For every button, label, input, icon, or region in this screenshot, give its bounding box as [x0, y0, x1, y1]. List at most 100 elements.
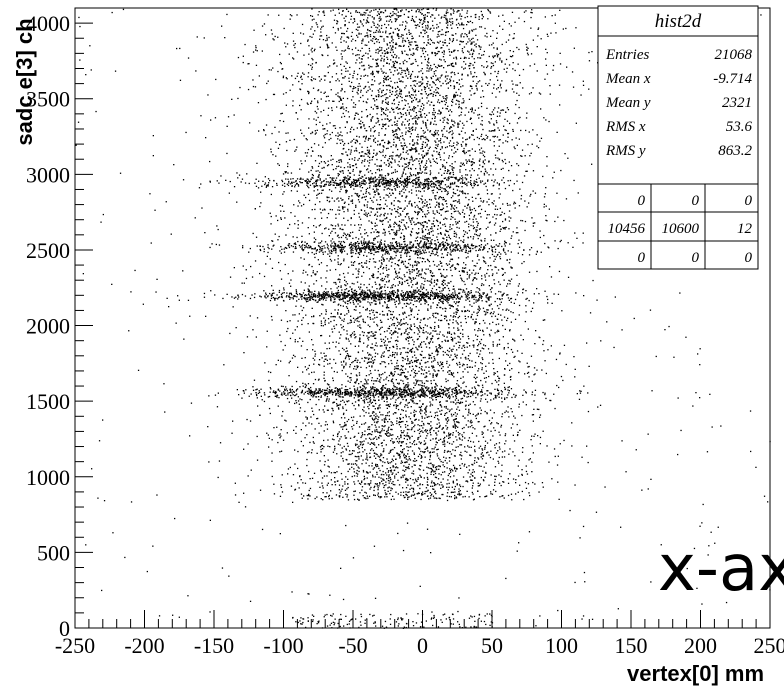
- data-point: [300, 32, 302, 34]
- data-point: [438, 426, 440, 429]
- data-point: [432, 298, 435, 300]
- data-point: [474, 92, 476, 94]
- data-point: [426, 102, 428, 104]
- data-point: [402, 137, 404, 140]
- data-point: [343, 167, 346, 169]
- data-point: [503, 279, 505, 281]
- data-point: [437, 130, 439, 132]
- data-point: [414, 424, 416, 426]
- data-point: [346, 238, 348, 240]
- data-point: [565, 27, 567, 30]
- data-point: [328, 46, 330, 49]
- data-point: [318, 263, 320, 266]
- data-point: [473, 75, 475, 78]
- data-point: [362, 471, 365, 473]
- data-point: [386, 401, 388, 403]
- data-point: [337, 21, 339, 23]
- data-point: [457, 426, 459, 428]
- data-point: [460, 444, 463, 446]
- data-point: [524, 155, 526, 157]
- data-point: [474, 321, 476, 323]
- data-point: [338, 303, 340, 305]
- data-point: [430, 462, 432, 464]
- data-point: [405, 266, 407, 269]
- data-point: [386, 493, 388, 495]
- data-point: [425, 431, 427, 433]
- data-point: [453, 72, 455, 74]
- data-point: [418, 345, 420, 347]
- data-point: [516, 274, 518, 276]
- data-point: [419, 484, 421, 486]
- data-point: [395, 473, 397, 475]
- data-point: [416, 150, 418, 152]
- data-point: [414, 96, 416, 99]
- data-point: [428, 342, 430, 345]
- data-point: [436, 374, 438, 376]
- data-point: [446, 206, 448, 208]
- data-point: [473, 169, 475, 172]
- data-point: [394, 257, 396, 259]
- data-point: [369, 138, 371, 140]
- data-point: [406, 61, 408, 63]
- data-point: [311, 209, 313, 211]
- data-point: [364, 378, 366, 380]
- data-point: [285, 171, 287, 173]
- data-point: [478, 16, 480, 18]
- data-point: [391, 313, 393, 316]
- data-point: [356, 135, 358, 137]
- data-point: [429, 93, 431, 95]
- data-point: [292, 105, 294, 107]
- data-point: [295, 400, 297, 402]
- data-point: [407, 479, 409, 481]
- data-point: [508, 390, 510, 392]
- data-point: [338, 206, 340, 208]
- data-point: [471, 56, 473, 58]
- data-point: [369, 443, 371, 445]
- data-point: [314, 217, 316, 220]
- data-point: [356, 456, 358, 458]
- data-point: [479, 496, 481, 498]
- data-point: [315, 250, 318, 252]
- data-point: [474, 428, 476, 430]
- data-point: [359, 172, 361, 174]
- data-point: [368, 162, 371, 164]
- data-point: [356, 150, 358, 152]
- data-point: [347, 47, 349, 49]
- data-point: [411, 435, 413, 437]
- data-point: [502, 309, 504, 311]
- data-point: [401, 165, 404, 167]
- data-point: [361, 463, 363, 465]
- data-point: [507, 132, 509, 135]
- data-point: [434, 326, 436, 328]
- data-point: [341, 153, 343, 155]
- data-point: [417, 455, 420, 458]
- data-point: [368, 397, 370, 400]
- data-point: [370, 84, 373, 86]
- data-point: [382, 123, 384, 125]
- data-point: [359, 292, 361, 295]
- data-point: [394, 161, 396, 163]
- data-point: [320, 156, 322, 158]
- data-point: [453, 94, 455, 97]
- data-point: [357, 247, 359, 249]
- data-point: [344, 489, 347, 491]
- data-point: [429, 38, 431, 40]
- data-point: [460, 114, 462, 116]
- data-point: [302, 292, 305, 294]
- data-point: [324, 424, 326, 426]
- data-point: [474, 377, 477, 380]
- data-point: [413, 411, 415, 413]
- data-point: [447, 230, 449, 233]
- data-point: [459, 438, 461, 440]
- data-point: [317, 89, 320, 91]
- data-point: [348, 148, 350, 151]
- data-point: [368, 433, 370, 435]
- data-point: [441, 208, 444, 211]
- data-point: [389, 69, 391, 71]
- data-point: [502, 14, 504, 16]
- data-point: [484, 73, 486, 75]
- data-point: [412, 48, 414, 50]
- data-point: [339, 96, 341, 98]
- data-point: [534, 483, 536, 485]
- data-point: [472, 187, 474, 189]
